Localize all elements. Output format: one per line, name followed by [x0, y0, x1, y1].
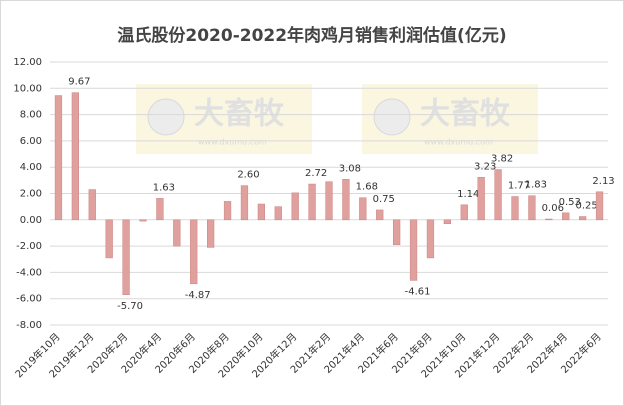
bar	[376, 209, 384, 221]
data-label: 3.82	[491, 154, 513, 165]
bar	[562, 212, 570, 221]
bar	[342, 179, 350, 221]
y-tick-label: 10.00	[13, 83, 42, 94]
data-label: 2.72	[305, 168, 327, 179]
bar	[409, 219, 418, 281]
bar	[528, 195, 536, 221]
data-label: 0.06	[542, 203, 564, 214]
bar	[477, 177, 485, 221]
data-label: 1.68	[356, 182, 378, 193]
bar	[54, 95, 63, 221]
watermark-text: 大畜牧	[420, 97, 511, 132]
data-label: 3.23	[474, 161, 496, 172]
watermark-url: www.dxumu.com	[424, 138, 493, 147]
bar	[223, 201, 232, 221]
watermark-logo	[373, 98, 411, 136]
bar	[139, 219, 147, 222]
data-label: 0.75	[373, 194, 395, 205]
bar	[105, 219, 113, 259]
bar	[511, 196, 519, 221]
data-label: -4.61	[405, 286, 431, 297]
y-tick-label: 4.00	[20, 162, 42, 173]
data-label: -4.87	[185, 290, 211, 301]
bar	[257, 203, 265, 221]
bar	[308, 183, 316, 221]
bar	[460, 204, 468, 221]
watermark: 大畜牧 www.dxumu.com	[136, 84, 312, 154]
data-label: 2.13	[592, 176, 614, 187]
y-tick-label: -6.00	[16, 294, 42, 305]
data-label: -5.70	[117, 301, 143, 312]
y-tick-label: 6.00	[20, 136, 42, 147]
y-tick-label: 0.00	[20, 215, 42, 226]
chart-title: 温氏股份2020-2022年肉鸡月销售利润估值(亿元)	[117, 25, 506, 46]
bar	[359, 197, 367, 221]
bar	[494, 169, 502, 221]
bar	[426, 219, 435, 259]
y-tick-label: 2.00	[20, 189, 42, 200]
bar	[88, 189, 96, 221]
bar	[156, 198, 164, 221]
bar	[71, 92, 79, 221]
watermark-text: 大畜牧	[194, 97, 285, 132]
y-tick-label: -2.00	[16, 241, 42, 252]
bar	[393, 219, 401, 246]
watermark-logo	[147, 98, 185, 136]
bar	[207, 219, 215, 248]
watermark: 大畜牧 www.dxumu.com	[362, 84, 538, 154]
bar	[274, 206, 282, 221]
watermark-url: www.dxumu.com	[198, 138, 267, 147]
bar	[325, 181, 333, 221]
bar	[443, 219, 451, 224]
y-tick-label: -4.00	[16, 267, 42, 278]
bar	[545, 218, 553, 221]
data-label: 2.60	[237, 170, 259, 181]
data-label: 1.14	[457, 189, 479, 200]
data-label: 1.77	[508, 181, 530, 192]
data-label: 1.83	[525, 180, 547, 191]
data-label: 1.63	[153, 182, 175, 193]
y-tick-label: 8.00	[20, 110, 42, 121]
data-label: 9.67	[68, 77, 90, 88]
bar	[291, 192, 299, 221]
y-tick-label: -8.00	[16, 320, 42, 331]
data-label: 0.25	[576, 201, 598, 212]
bar	[579, 216, 587, 221]
bar	[595, 191, 604, 221]
bar	[190, 219, 198, 285]
data-label: 3.08	[339, 163, 361, 174]
bar	[122, 219, 130, 296]
data-label: 0.53	[559, 197, 581, 208]
bar	[240, 185, 249, 221]
y-tick-label: 12.00	[13, 57, 42, 68]
bar	[173, 219, 181, 247]
